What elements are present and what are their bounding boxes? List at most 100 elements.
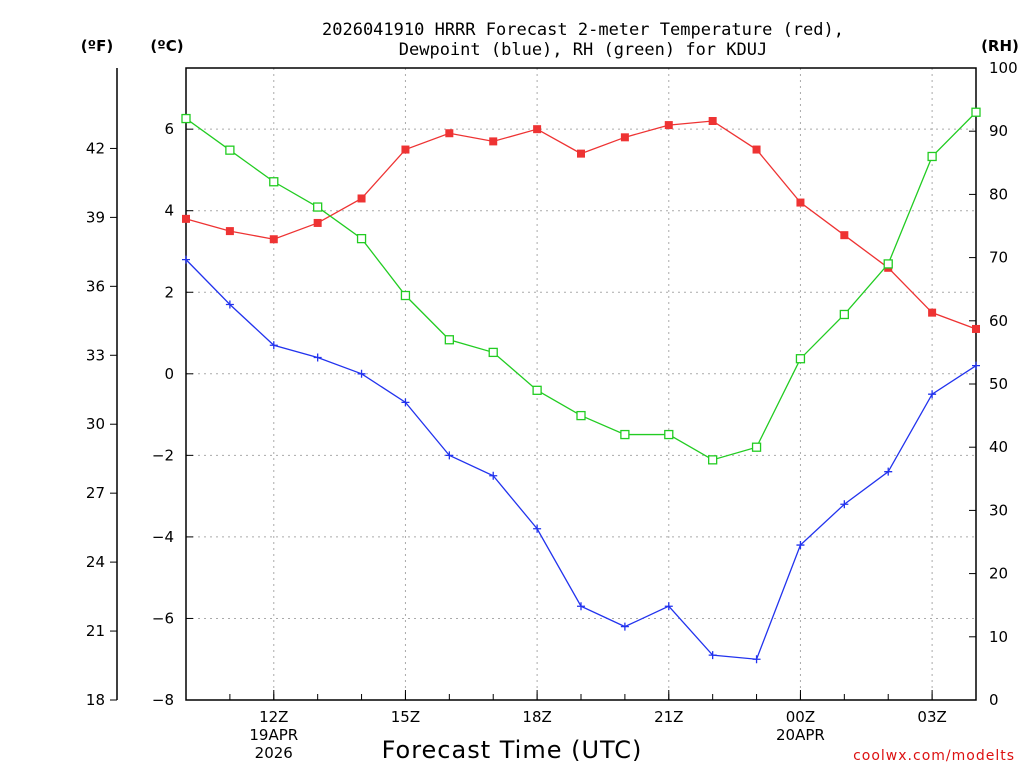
- x-tick-label: 21Z: [654, 708, 683, 726]
- temperature-point: [796, 198, 805, 207]
- rh-point: [971, 107, 981, 117]
- temperature-point: [357, 194, 366, 203]
- temperature-point: [401, 145, 410, 154]
- rh-tick-label: 70: [989, 249, 1008, 267]
- rh-point: [400, 290, 411, 301]
- rh-tick-label: 100: [989, 59, 1018, 77]
- temperature-point: [489, 137, 498, 146]
- c-tick-label: 6: [164, 120, 174, 138]
- x-axis-label: Forecast Time (UTC): [382, 736, 643, 764]
- rh-point: [664, 429, 674, 440]
- data-series: [181, 107, 981, 664]
- dewpoint-point: [928, 390, 937, 399]
- f-tick-label: 30: [86, 415, 105, 433]
- rh-tick-label: 80: [989, 185, 1008, 203]
- dewpoint-point: [182, 255, 190, 264]
- temperature-point: [577, 149, 585, 158]
- chart-title-line2: Dewpoint (blue), RH (green) for KDUJ: [399, 40, 767, 60]
- rh-point: [532, 385, 542, 395]
- temperature-point: [445, 129, 454, 138]
- c-tick-label: −6: [152, 609, 174, 627]
- rh-point: [883, 259, 893, 269]
- x-tick-date: 20APR: [776, 726, 825, 744]
- f-tick-label: 39: [86, 208, 105, 226]
- axes: 6420−2−4−6−84239363330272421181009080706…: [86, 59, 1018, 762]
- rh-point: [576, 410, 586, 421]
- rh-point: [356, 233, 367, 244]
- rh-point: [225, 145, 235, 155]
- dewpoint-point: [664, 602, 673, 611]
- rh-tick-label: 90: [989, 122, 1008, 140]
- credit-text: coolwx.com/modelts: [853, 748, 1015, 764]
- temperature-point: [182, 214, 190, 223]
- temperature-point: [620, 133, 629, 142]
- rh-point: [708, 455, 718, 465]
- rh-tick-label: 10: [989, 628, 1008, 646]
- x-tick-label: 15Z: [391, 708, 420, 726]
- rh-tick-label: 60: [989, 312, 1008, 330]
- dewpoint-point: [840, 500, 849, 509]
- x-tick-label: 00Z: [786, 708, 815, 726]
- series-line-rh: [185, 111, 977, 461]
- x-tick-label: 18Z: [522, 708, 551, 726]
- dewpoint-point: [577, 602, 585, 611]
- dewpoint-point: [313, 353, 322, 362]
- temperature-point: [533, 125, 542, 134]
- series-dewpoint: [182, 255, 980, 664]
- c-tick-label: −4: [152, 528, 174, 546]
- rh-point: [795, 354, 806, 364]
- temperature-point: [664, 121, 673, 130]
- f-tick-label: 42: [86, 139, 105, 157]
- c-tick-label: −2: [152, 446, 174, 464]
- f-tick-label: 21: [86, 622, 105, 640]
- rh-point: [839, 309, 849, 320]
- series-line-dewpoint: [185, 259, 977, 660]
- dewpoint-point: [884, 467, 893, 476]
- dewpoint-point: [401, 398, 410, 407]
- f-tick-label: 24: [86, 553, 105, 571]
- temperature-point: [928, 308, 937, 317]
- rh-tick-label: 0: [989, 691, 999, 709]
- c-tick-label: −8: [152, 691, 174, 709]
- dewpoint-point: [620, 622, 629, 631]
- rh-point: [269, 177, 279, 187]
- dewpoint-point: [972, 361, 980, 370]
- dewpoint-point: [445, 451, 454, 460]
- rh-tick-label: 40: [989, 438, 1008, 456]
- f-tick-label: 36: [86, 277, 105, 295]
- rh-tick-label: 50: [989, 375, 1008, 393]
- rh-point: [488, 347, 498, 358]
- c-tick-label: 4: [164, 202, 174, 220]
- rh-tick-label: 30: [989, 501, 1008, 519]
- dewpoint-point: [796, 541, 805, 550]
- temperature-point: [313, 218, 322, 227]
- f-tick-label: 27: [86, 484, 105, 502]
- temperature-point: [972, 324, 980, 333]
- dewpoint-point: [489, 471, 498, 480]
- rh-point: [313, 202, 323, 212]
- x-tick-label: 12Z: [259, 708, 288, 726]
- f-tick-label: 18: [86, 691, 105, 709]
- dewpoint-point: [752, 655, 761, 664]
- f-tick-label: 33: [86, 346, 105, 364]
- rh-point: [181, 113, 191, 124]
- temperature-point: [840, 231, 849, 240]
- celsius-axis-label: (ºC): [150, 37, 183, 55]
- rh-axis-label: (RH): [981, 37, 1019, 55]
- temperature-point: [225, 227, 234, 236]
- dewpoint-point: [225, 300, 234, 309]
- rh-point: [927, 151, 937, 162]
- temperature-point: [708, 117, 717, 126]
- rh-point: [444, 335, 454, 345]
- temperature-point: [752, 145, 761, 154]
- rh-point: [751, 442, 762, 452]
- dewpoint-point: [533, 524, 542, 533]
- dewpoint-point: [708, 651, 717, 660]
- fahrenheit-axis-label: (ºF): [81, 37, 113, 55]
- temperature-point: [269, 235, 278, 244]
- x-tick-label: 03Z: [917, 708, 946, 726]
- c-tick-label: 0: [164, 365, 174, 383]
- dewpoint-point: [357, 369, 366, 378]
- chart-title-line1: 2026041910 HRRR Forecast 2-meter Tempera…: [322, 20, 844, 40]
